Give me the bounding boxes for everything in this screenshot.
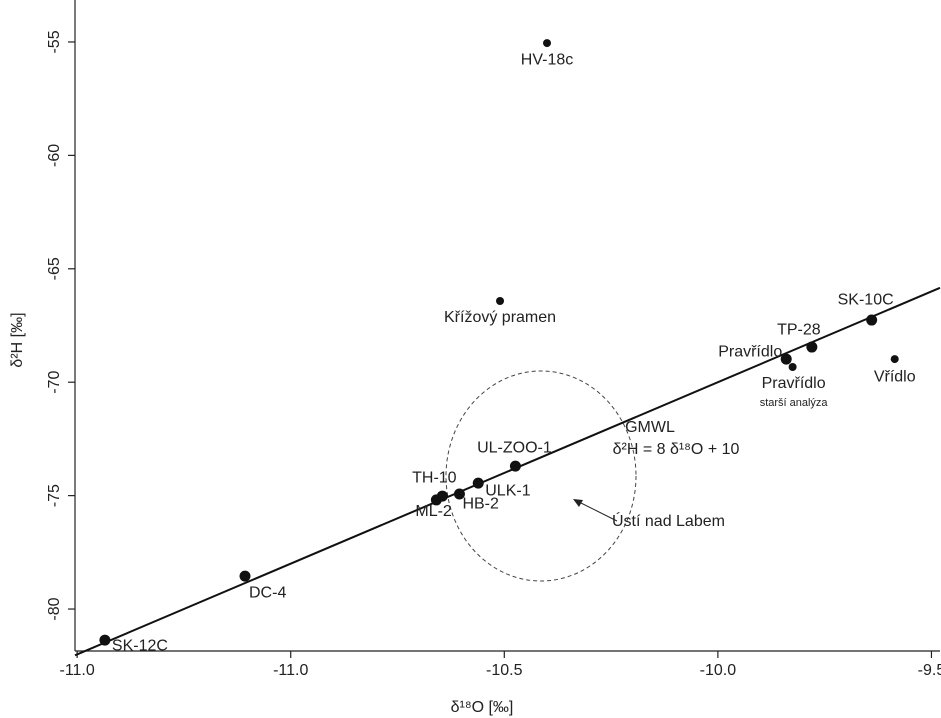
point — [472, 477, 484, 489]
point-label: SK-12C — [112, 637, 168, 654]
x-tick-label: -10.5 — [486, 662, 523, 679]
point-label: HV-18c — [521, 51, 573, 68]
point — [509, 460, 521, 472]
point-label: SK-10C — [838, 291, 894, 308]
point — [430, 494, 442, 506]
point-label: ML-2 — [415, 503, 452, 520]
point — [239, 570, 251, 582]
x-tick-label: -10.0 — [700, 662, 737, 679]
point-label: Vřídlo — [874, 368, 916, 385]
point — [866, 314, 878, 326]
gmwl-equation: δ²H = 8 δ¹⁸O + 10 — [613, 441, 740, 458]
region-label: Ústí nad Labem — [612, 511, 725, 530]
y-tick-label: -80 — [46, 597, 63, 620]
y-tick-label: -75 — [46, 484, 63, 507]
point-label: TH-10 — [412, 469, 457, 486]
point — [496, 297, 505, 306]
point-label: DC-4 — [249, 584, 286, 601]
point-label: TP-28 — [777, 321, 821, 338]
point — [806, 341, 818, 353]
y-tick-label: -65 — [46, 257, 63, 280]
y-axis-label: δ²H [‰] — [9, 312, 26, 367]
x-tick-label: -9.5 — [918, 662, 941, 679]
arrow-head — [573, 499, 583, 507]
point-label: Křížový pramen — [444, 309, 556, 326]
gmwl-label: GMWL — [625, 419, 675, 436]
point-label: ULK-1 — [485, 482, 530, 499]
point — [543, 39, 552, 48]
x-tick-label: -11.0 — [59, 662, 94, 679]
point — [890, 355, 899, 364]
x-tick-label: -11.0 — [273, 662, 308, 679]
point — [788, 363, 797, 372]
gmwl-line — [74, 286, 941, 657]
point-label: Pravřídlo — [762, 375, 826, 392]
point — [99, 634, 111, 646]
y-tick-label: -60 — [46, 144, 63, 167]
point-label: Pravřídlo — [718, 343, 782, 360]
point-note: starší analýza — [760, 397, 829, 409]
y-tick-label: -55 — [46, 30, 63, 53]
point-label: UL-ZOO-1 — [477, 439, 552, 456]
region-circle — [445, 370, 637, 582]
region-arrow — [574, 499, 618, 522]
point — [453, 488, 465, 500]
y-tick-label: -70 — [46, 371, 63, 394]
point-label: HB-2 — [462, 495, 499, 512]
x-axis-label: δ¹⁸O [‰] — [451, 699, 514, 716]
point — [780, 353, 792, 365]
